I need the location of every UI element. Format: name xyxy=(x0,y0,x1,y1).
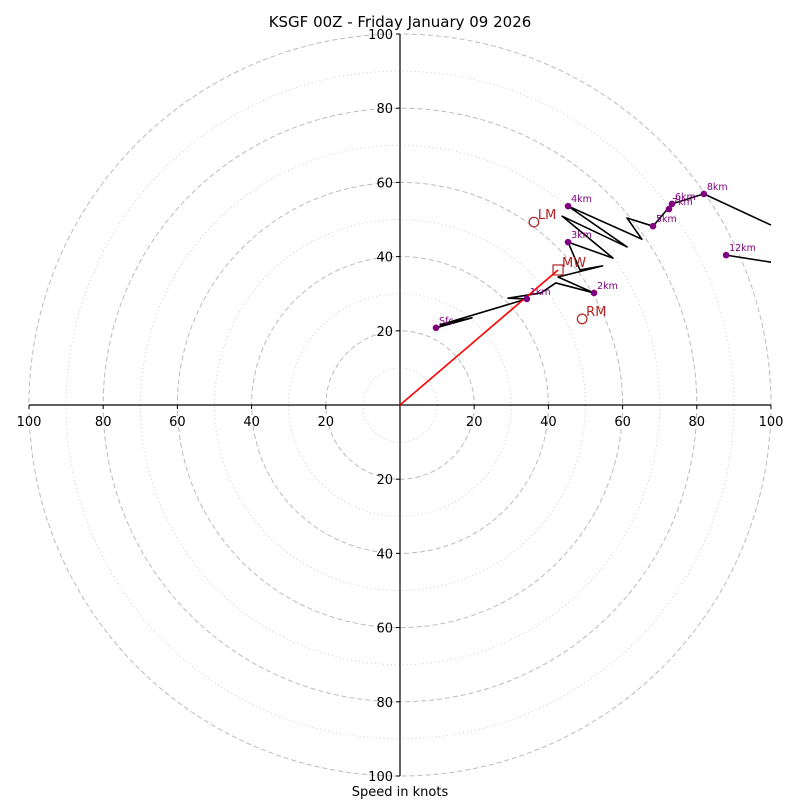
y-tick-label: 80 xyxy=(376,696,393,711)
storm-label-LM: LM xyxy=(538,208,556,223)
mean-wind-vector xyxy=(399,269,559,406)
x-tick-label: 20 xyxy=(466,415,483,430)
x-tick-label: 60 xyxy=(614,415,631,430)
height-label-12km: 12km xyxy=(729,243,756,254)
storm-motion-markers: LM MW RM xyxy=(528,208,606,325)
storm-label-RM: RM xyxy=(586,305,606,320)
height-marker-5km xyxy=(649,222,657,230)
height-marker-4km xyxy=(564,202,572,210)
y-tick-label: 60 xyxy=(376,176,393,191)
height-label-6km: 6km xyxy=(675,192,696,203)
height-marker-8km xyxy=(700,190,708,198)
height-marker-12km xyxy=(722,251,730,259)
y-tick-label: 40 xyxy=(376,547,393,562)
x-tick-label: 40 xyxy=(540,415,557,430)
height-label-3km: 3km xyxy=(571,230,592,241)
height-marker-7km xyxy=(665,205,673,213)
x-tick-label: 100 xyxy=(17,415,42,430)
mean-wind-vector-group xyxy=(399,269,559,406)
height-label-4km: 4km xyxy=(571,194,592,205)
storm-marker-LM xyxy=(528,216,540,228)
y-tick-label: 80 xyxy=(376,102,393,117)
x-axis-label: Speed in knots xyxy=(352,785,449,800)
y-tick-label: 100 xyxy=(368,28,393,43)
y-tick-label: 20 xyxy=(376,473,393,488)
x-tick-label: 60 xyxy=(169,415,186,430)
y-tick-label: 40 xyxy=(376,251,393,266)
height-marker-6km xyxy=(668,200,676,208)
hodograph-lines xyxy=(435,193,772,329)
x-tick-label: 80 xyxy=(689,415,706,430)
height-marker-Sfc xyxy=(432,324,440,332)
x-tick-label: 20 xyxy=(318,415,335,430)
series-upper-segment xyxy=(725,254,772,263)
series-hodograph xyxy=(435,193,772,329)
height-label-Sfc: Sfc xyxy=(439,316,454,327)
chart-title: KSGF 00Z - Friday January 09 2026 xyxy=(269,13,532,31)
storm-label-MW: MW xyxy=(562,256,586,271)
y-tick-label: 100 xyxy=(368,770,393,785)
height-label-8km: 8km xyxy=(707,182,728,193)
y-tick-label: 20 xyxy=(376,325,393,340)
tick-labels: 100 80 60 40 20 20 40 60 80 100 100 80 60 40 20 20 40 60 8… xyxy=(17,28,784,785)
storm-marker-MW xyxy=(552,264,564,276)
height-label-2km: 2km xyxy=(597,281,618,292)
height-marker-2km xyxy=(590,289,598,297)
y-tick-label: 60 xyxy=(376,622,393,637)
x-tick-label: 40 xyxy=(243,415,260,430)
x-tick-label: 100 xyxy=(759,415,784,430)
storm-marker-RM xyxy=(576,313,588,325)
height-label-5km: 5km xyxy=(656,214,677,225)
x-tick-label: 80 xyxy=(95,415,112,430)
height-label-1km: 1km xyxy=(530,287,551,298)
height-label-7km: 7km xyxy=(672,197,693,208)
height-marker-1km xyxy=(523,295,531,303)
height-marker-3km xyxy=(564,238,572,246)
